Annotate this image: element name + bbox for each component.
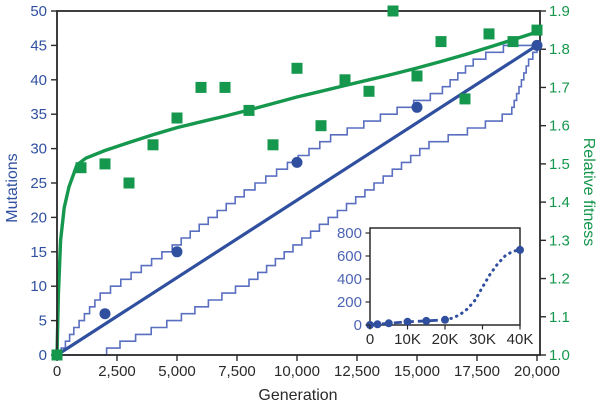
y-right-tick-label: 1.5: [549, 156, 570, 173]
fitness-square-marker: [195, 81, 207, 93]
inset-y-tick-label: 600: [337, 248, 362, 265]
inset-y-tick-label: 800: [337, 225, 362, 242]
y-axis-label-mutations: Mutations: [4, 153, 21, 223]
mutation-circle-marker: [99, 308, 111, 320]
y-right-tick-label: 1.1: [549, 309, 570, 326]
inset-point-marker: [516, 245, 524, 254]
inset-x-tick-label: 10K: [394, 331, 421, 348]
fitness-squares-series: [51, 5, 543, 361]
inset-frame: [369, 227, 521, 326]
inset-point-marker: [373, 320, 382, 329]
mutation-circle-marker: [291, 156, 303, 168]
y-left-tick-label: 20: [30, 209, 47, 226]
fitness-square-marker: [51, 349, 63, 361]
fitness-square-marker: [363, 85, 375, 97]
mutations-circles-series: [99, 39, 543, 320]
x-axis-label-generation: Generation: [258, 387, 338, 404]
fitness-square-marker: [315, 120, 327, 132]
inset-y-tick-label: 0: [354, 317, 362, 334]
inset-tick-labels: 0 10K 20K 30K 40K 0 200 400 600 800: [337, 225, 533, 348]
y-left-tick-label: 45: [30, 37, 47, 54]
fitness-square-marker: [75, 162, 87, 174]
inset-point-marker: [384, 319, 393, 328]
y-right-tick-label: 1.7: [549, 79, 570, 96]
y-right-tick-label: 1.6: [549, 118, 570, 135]
mutations-linear-fit-line: [56, 44, 538, 357]
fitness-square-marker: [99, 158, 111, 170]
fitness-square-marker: [219, 81, 231, 93]
x-tick-label: 17,500: [454, 363, 500, 380]
fitness-square-marker: [435, 36, 447, 48]
y-right-tick-label: 1.8: [549, 41, 570, 58]
inset-x-tick-label: 30K: [469, 331, 496, 348]
x-tick-label: 10,000: [274, 363, 320, 380]
y-left-tick-label: 25: [30, 175, 47, 192]
inset-point-marker: [422, 316, 431, 325]
inset-ticks: [365, 232, 521, 330]
x-tick-label: 2,500: [98, 363, 136, 380]
fitness-square-marker: [267, 139, 279, 151]
axis-tick-labels: 0 2,500 5,000 7,500 10,000 12,500 15,000 17,500…: [30, 3, 570, 380]
x-tick-label: 12,500: [334, 363, 380, 380]
mutations-lower-step-line: [57, 45, 538, 356]
y-right-tick-label: 1.2: [549, 271, 570, 288]
fitness-square-marker: [339, 74, 351, 86]
fitness-square-marker: [411, 70, 423, 82]
mutation-circle-marker: [411, 101, 423, 113]
mutation-confidence-steps: [57, 44, 538, 356]
inset-x-tick-label: 0: [366, 331, 374, 348]
mutations-upper-step-line: [57, 44, 537, 356]
x-tick-label: 0: [53, 363, 61, 380]
inset-point-marker: [441, 315, 449, 324]
fitness-square-marker: [123, 177, 135, 189]
fitness-square-marker: [507, 36, 519, 48]
fitness-fit-curve: [55, 30, 539, 357]
x-tick-label: 15,000: [394, 363, 440, 380]
inset-dotted-projection: [443, 248, 522, 322]
inset-y-tick-label: 400: [337, 271, 362, 288]
y-right-tick-label: 1.3: [549, 232, 570, 249]
y-left-tick-label: 50: [30, 3, 47, 20]
fitness-square-marker: [483, 28, 495, 40]
y-right-tick-label: 1.4: [549, 194, 570, 211]
y-right-tick-label: 1.9: [549, 3, 570, 20]
fitness-square-marker: [171, 112, 183, 124]
fitness-square-marker: [147, 139, 159, 151]
fitness-square-marker: [531, 24, 543, 36]
x-tick-label: 20,000: [514, 363, 560, 380]
y-right-tick-label: 1.0: [549, 347, 570, 364]
inset-plot: 0 10K 20K 30K 40K 0 200 400 600 800: [337, 225, 533, 348]
axis-ticks: [51, 10, 546, 361]
fitness-square-marker: [387, 5, 399, 17]
x-tick-label: 5,000: [158, 363, 196, 380]
inset-x-tick-label: 20K: [432, 331, 459, 348]
x-tick-label: 7,500: [218, 363, 256, 380]
y-left-tick-label: 15: [30, 244, 47, 261]
y-left-tick-label: 35: [30, 106, 47, 123]
y-left-tick-label: 30: [30, 141, 47, 158]
mutation-circle-marker: [531, 39, 543, 51]
fitness-square-marker: [459, 93, 471, 105]
y-left-tick-label: 0: [39, 347, 47, 364]
inset-y-tick-label: 200: [337, 294, 362, 311]
fitness-square-marker: [291, 62, 303, 74]
fitness-square-marker: [243, 104, 255, 116]
mutation-circle-marker: [171, 246, 183, 258]
y-left-tick-label: 40: [30, 72, 47, 89]
y-left-tick-label: 10: [30, 278, 47, 295]
inset-point-marker: [403, 317, 412, 326]
y-axis-label-relative-fitness: Relative fitness: [580, 137, 597, 247]
y-left-tick-label: 5: [39, 313, 47, 330]
inset-x-tick-label: 40K: [507, 331, 534, 348]
